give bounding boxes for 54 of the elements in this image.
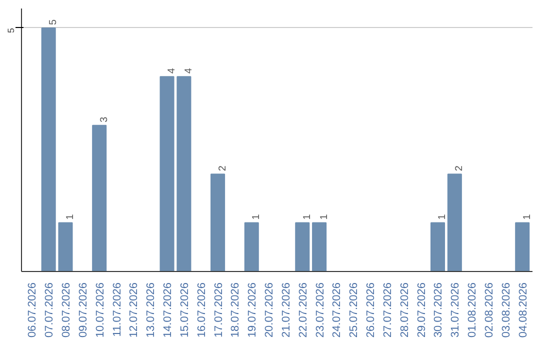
x-tick-label: 13.07.2026	[145, 282, 158, 338]
x-tick-label: 02.08.2026	[484, 282, 496, 338]
x-tick-label: 27.07.2026	[382, 282, 394, 338]
x-tick-label: 19.07.2026	[246, 282, 259, 338]
data-label: 2	[217, 165, 228, 172]
data-label: 1	[437, 214, 448, 220]
x-tick-label: 21.07.2026	[280, 282, 292, 338]
x-tick-label: 23.07.2026	[314, 282, 326, 338]
bar	[244, 222, 259, 272]
x-tick-label: 16.07.2026	[196, 282, 208, 338]
x-tick-label: 07.07.2026	[44, 282, 56, 338]
data-label: 2	[454, 165, 466, 172]
data-label: 1	[318, 214, 330, 220]
x-tick-label: 06.07.2026	[26, 282, 39, 338]
bar	[210, 174, 226, 272]
data-label: 4	[166, 68, 178, 74]
bar	[41, 27, 56, 272]
x-tick-label: 09.07.2026	[77, 282, 90, 338]
data-label: 1	[302, 214, 313, 220]
x-tick-label: 03.08.2026	[500, 282, 512, 338]
x-tick-label: 04.08.2026	[517, 282, 530, 338]
data-label: 4	[183, 68, 194, 74]
x-tick-label: 28.07.2026	[398, 282, 411, 338]
data-label: 1	[522, 214, 533, 220]
x-tick-label: 26.07.2026	[365, 282, 378, 338]
x-tick-label: 14.07.2026	[162, 282, 174, 338]
x-tick-label: 11.07.2026	[111, 282, 124, 337]
x-tick-label: 24.07.2026	[331, 282, 344, 338]
data-label: 5	[48, 18, 60, 25]
data-label: 3	[98, 116, 110, 122]
bar	[312, 222, 327, 272]
bar	[295, 222, 310, 272]
x-tick-label: 30.07.2026	[432, 282, 445, 338]
x-tick-label: 08.07.2026	[60, 282, 72, 338]
x-tick-label: 25.07.2026	[348, 282, 360, 338]
data-label: 1	[64, 214, 76, 220]
x-tick-label: 10.07.2026	[94, 282, 106, 338]
bar	[92, 124, 107, 272]
x-tick-label: 15.07.2026	[178, 282, 191, 338]
x-tick-label: 17.07.2026	[212, 282, 225, 338]
x-tick-label: 01.08.2026	[466, 282, 479, 338]
x-tick-label: 18.07.2026	[230, 282, 242, 338]
bar	[515, 222, 530, 272]
bar	[430, 222, 446, 272]
bar	[176, 76, 192, 272]
data-label: 1	[251, 214, 262, 220]
bar	[58, 222, 73, 272]
x-tick-label: 12.07.2026	[128, 282, 140, 338]
x-tick-label: 20.07.2026	[264, 282, 276, 338]
x-tick-label: 31.07.2026	[450, 282, 462, 338]
x-tick-label: 22.07.2026	[297, 282, 310, 338]
bar	[447, 174, 462, 272]
bar	[160, 76, 174, 272]
x-tick-label: 29.07.2026	[416, 282, 428, 338]
